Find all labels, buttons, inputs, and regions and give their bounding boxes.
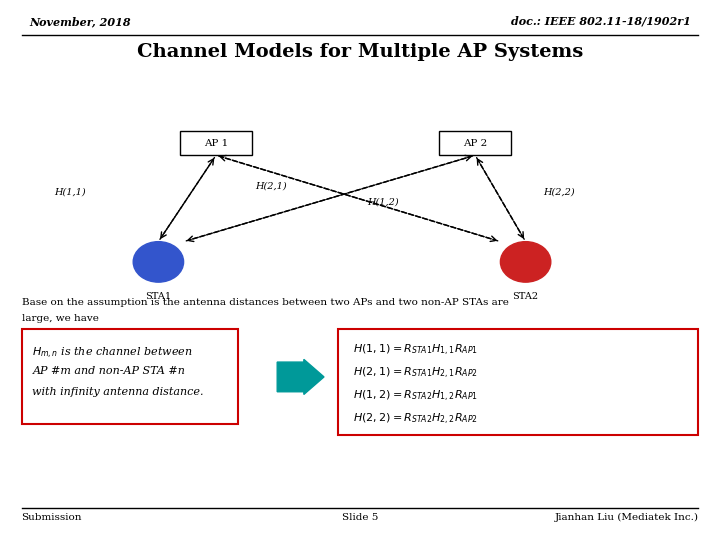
Text: H(1,1): H(1,1) [54,187,86,196]
Bar [338,329,698,435]
Ellipse shape [133,241,184,282]
Text: doc.: IEEE 802.11-18/1902r1: doc.: IEEE 802.11-18/1902r1 [511,16,691,27]
Text: $H(1,1) = R_{STA1}H_{1,1}R_{AP1}$: $H(1,1) = R_{STA1}H_{1,1}R_{AP1}$ [353,343,478,358]
Ellipse shape [500,241,551,282]
Bar [439,131,511,156]
Text: H(2,1): H(2,1) [256,182,287,191]
Text: large, we have: large, we have [22,314,99,323]
Text: AP #m and non-AP STA #n: AP #m and non-AP STA #n [32,366,185,376]
Text: $H(1,2) = R_{STA2}H_{1,2}R_{AP1}$: $H(1,2) = R_{STA2}H_{1,2}R_{AP1}$ [353,389,478,404]
Text: Jianhan Liu (Mediatek Inc.): Jianhan Liu (Mediatek Inc.) [554,513,698,522]
Text: $H_{m,n}$ is the channel between: $H_{m,n}$ is the channel between [32,346,193,361]
Text: H(1,2): H(1,2) [367,198,399,207]
Text: Slide 5: Slide 5 [342,513,378,522]
Text: Base on the assumption is the antenna distances between two APs and two non-AP S: Base on the assumption is the antenna di… [22,298,508,307]
Text: $H(2,2) = R_{STA2}H_{2,2}R_{AP2}$: $H(2,2) = R_{STA2}H_{2,2}R_{AP2}$ [353,411,478,427]
Text: November, 2018: November, 2018 [29,16,130,27]
Text: AP 1: AP 1 [204,139,228,147]
Text: with infinity antenna distance.: with infinity antenna distance. [32,387,204,397]
Text: STA1: STA1 [145,292,171,301]
Text: STA2: STA2 [513,292,539,301]
Text: Channel Models for Multiple AP Systems: Channel Models for Multiple AP Systems [137,43,583,61]
Bar [22,329,238,424]
FancyArrow shape [277,360,324,394]
Text: H(2,2): H(2,2) [544,187,575,196]
Text: $H(2,1) = R_{STA1}H_{2,1}R_{AP2}$: $H(2,1) = R_{STA1}H_{2,1}R_{AP2}$ [353,366,478,381]
Text: Submission: Submission [22,513,82,522]
Text: AP 2: AP 2 [463,139,487,147]
Bar [180,131,252,156]
